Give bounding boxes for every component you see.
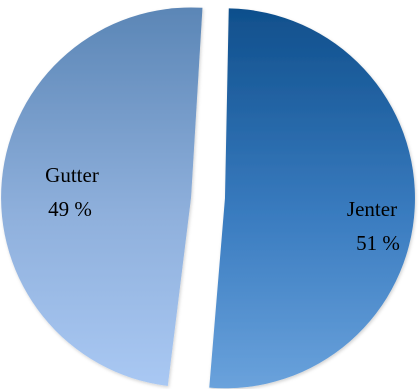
pie-slices (1, 7, 415, 389)
slice-label-jenter: Jenter (347, 197, 397, 221)
pie-labels: Jenter 51 % Gutter 49 % (45, 163, 400, 255)
slice-percent-gutter: 49 % (48, 197, 92, 221)
slice-percent-jenter: 51 % (356, 231, 400, 255)
pie-slice-jenter (209, 8, 415, 389)
pie-slice-gutter (1, 7, 203, 387)
slice-label-gutter: Gutter (45, 163, 99, 187)
